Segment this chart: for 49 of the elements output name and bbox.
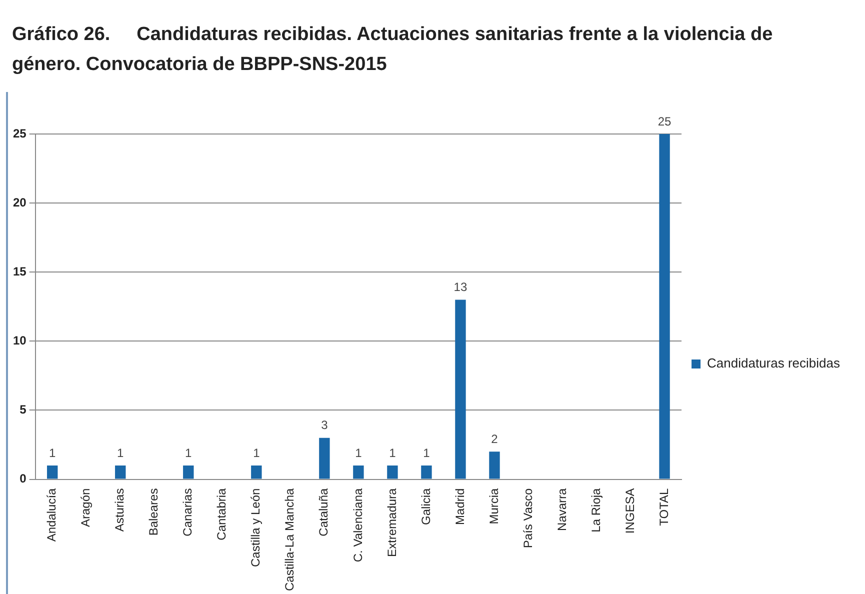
bar [489, 452, 500, 479]
bar [659, 134, 670, 479]
x-tick-label: INGESA [622, 488, 637, 534]
x-tick-label: Cantabria [214, 488, 229, 540]
bar [183, 465, 194, 479]
data-label: 1 [423, 446, 430, 460]
x-tick-label: Madrid [452, 488, 467, 525]
x-tick-label: Galicia [418, 488, 433, 525]
data-label: 25 [658, 114, 672, 128]
x-tick-label: TOTAL [656, 488, 671, 526]
data-label: 1 [253, 446, 260, 460]
bar [115, 465, 126, 479]
bar [421, 465, 432, 479]
bar [387, 465, 398, 479]
y-tick-label: 15 [12, 264, 27, 278]
data-label: 13 [454, 280, 468, 294]
chart-title: Gráfico 26. Candidaturas recibidas. Actuaciones sanitarias frente a la violencia de género. Convocatoria de BBPP-SNS-2015 [12, 23, 774, 77]
x-tick-label: Andalucía [44, 488, 59, 542]
bar [251, 465, 262, 479]
bar [455, 300, 466, 479]
x-tick-label: Extremadura [384, 488, 399, 557]
data-label: 1 [389, 446, 396, 460]
data-label: 2 [491, 432, 498, 446]
y-tick-label: 0 [20, 472, 27, 486]
x-tick-label: Asturias [112, 488, 127, 532]
y-tick-label: 10 [12, 333, 27, 348]
x-tick-label: La Rioja [588, 488, 603, 532]
data-label: 1 [185, 446, 192, 460]
x-tick-label: Navarra [554, 488, 569, 531]
bar [46, 465, 58, 479]
data-label: 1 [355, 446, 362, 460]
y-tick-label: 5 [20, 402, 27, 417]
x-tick-label: Baleares [146, 488, 161, 536]
x-tick-label: C. Valenciana [350, 488, 365, 562]
x-tick-label: Aragón [78, 488, 93, 527]
data-label: 3 [321, 418, 328, 432]
y-tick-label: 20 [12, 195, 27, 210]
bar [353, 465, 364, 479]
data-label: 1 [49, 446, 56, 460]
x-tick-label: País Vasco [520, 488, 535, 548]
x-tick-label: Castilla y León [248, 488, 263, 568]
x-tick-label: Castilla-La Mancha [282, 488, 297, 592]
x-tick-label: Canarias [180, 488, 195, 536]
data-label: 1 [117, 446, 124, 460]
x-tick-label: Cataluña [316, 488, 331, 536]
bar [319, 438, 330, 479]
y-tick-label: 25 [12, 126, 27, 140]
x-tick-label: Murcia [486, 488, 501, 524]
legend-label: Candidaturas recibidas [707, 356, 840, 371]
